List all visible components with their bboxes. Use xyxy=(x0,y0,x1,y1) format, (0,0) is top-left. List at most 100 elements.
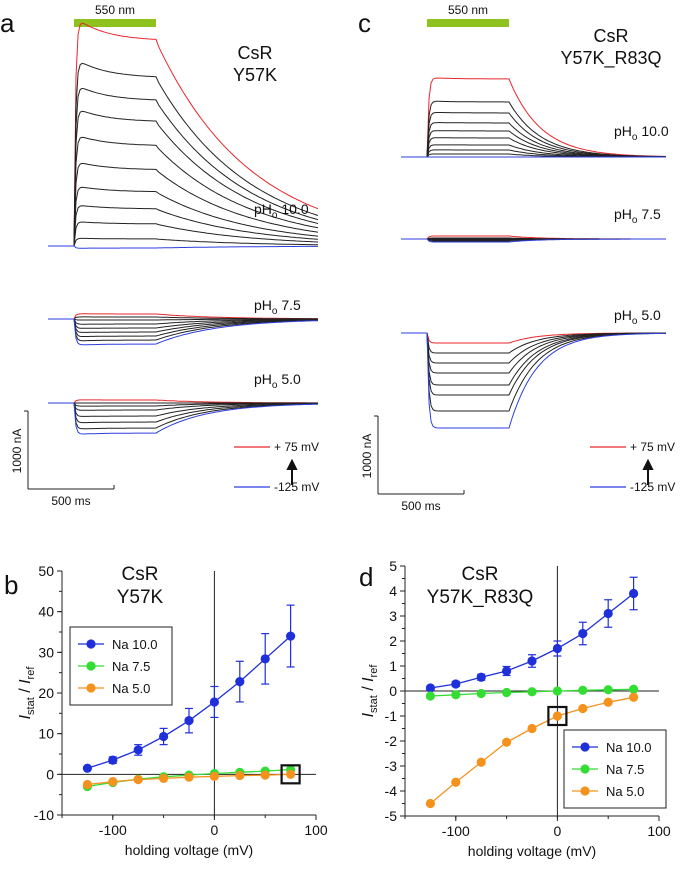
legend-label: Na 10.0 xyxy=(606,740,652,755)
data-point xyxy=(476,688,486,699)
construct-label: Y57K xyxy=(233,65,277,85)
family-2-trace xyxy=(48,402,319,424)
family-2-trace xyxy=(401,332,666,396)
panel-letter: b xyxy=(4,570,18,600)
chart-title: Y57K xyxy=(117,587,164,608)
y-tick-label: 10 xyxy=(38,726,54,742)
data-point xyxy=(578,685,588,695)
legend-label: Na 5.0 xyxy=(606,784,644,799)
data-point xyxy=(629,684,639,694)
family-1-trace xyxy=(48,318,319,346)
family-1-trace xyxy=(48,318,319,337)
data-point xyxy=(552,643,563,654)
chart-d: d -5 -4 -3 -2 -1 0 1 2 3 4 5 -100 0 100 holding voltage… xyxy=(359,558,671,859)
x-axis-label: holding voltage (mV) xyxy=(125,842,253,858)
y-tick-label: 0 xyxy=(389,683,397,699)
family-2-trace xyxy=(48,402,318,411)
family-0-trace xyxy=(48,62,319,247)
ph-label: pHo 7.5 xyxy=(614,206,661,226)
legend-marker xyxy=(86,639,96,649)
reference-marker xyxy=(547,705,568,727)
data-point xyxy=(502,666,512,676)
data-point xyxy=(286,631,296,641)
family-1-trace xyxy=(48,318,319,342)
data-point xyxy=(502,687,512,698)
x-tick-label: 0 xyxy=(554,823,562,839)
data-point xyxy=(629,692,639,702)
stimulus-label: 550 nm xyxy=(95,3,135,17)
data-point xyxy=(451,679,461,689)
data-point xyxy=(425,798,435,809)
construct-label: CsR xyxy=(238,43,273,63)
data-point xyxy=(603,685,613,695)
construct-label: Y57K_R83Q xyxy=(560,48,661,69)
data-point xyxy=(82,779,92,790)
y-tick-label: 2 xyxy=(389,633,397,649)
y-tick-label: -10 xyxy=(34,807,54,823)
data-point xyxy=(235,677,245,687)
y-tick-label: 50 xyxy=(38,563,54,579)
y-tick-label: 20 xyxy=(38,685,54,701)
legend-marker xyxy=(86,661,96,671)
family-0-trace xyxy=(48,186,319,247)
y-tick-label: 5 xyxy=(389,558,397,574)
family-1-trace xyxy=(48,318,318,329)
y-tick-label: -1 xyxy=(385,708,398,724)
family-0-trace xyxy=(48,205,319,247)
data-point xyxy=(476,757,486,767)
data-point xyxy=(108,777,118,787)
family-0-trace xyxy=(401,77,666,158)
family-2-trace xyxy=(48,402,318,435)
family-2-trace xyxy=(401,332,667,429)
light-stimulus-bar xyxy=(427,19,509,27)
data-point xyxy=(133,745,143,755)
panel-letter: a xyxy=(0,8,15,38)
light-stimulus-bar xyxy=(74,19,156,27)
data-point xyxy=(159,731,169,742)
family-0-trace xyxy=(48,87,319,247)
data-point xyxy=(603,697,613,707)
data-point xyxy=(603,608,613,619)
panel-letter: d xyxy=(359,562,373,592)
x-tick-label: -100 xyxy=(442,823,470,839)
data-point xyxy=(286,769,296,779)
family-1-trace xyxy=(48,318,318,321)
y-tick-label: 3 xyxy=(389,608,397,624)
reference-marker xyxy=(280,764,301,785)
family-1-trace xyxy=(48,318,318,333)
x-tick-label: 0 xyxy=(211,822,219,838)
x-tick-label: 100 xyxy=(647,823,671,839)
family-0-trace xyxy=(48,237,318,247)
time-scale-label: 500 ms xyxy=(401,499,440,513)
series xyxy=(425,684,639,701)
y-tick-label: -3 xyxy=(385,758,398,774)
series xyxy=(82,604,296,773)
data-point xyxy=(184,716,194,726)
data-point xyxy=(133,775,143,785)
legend-marker xyxy=(580,764,590,774)
legend-label: -125 mV xyxy=(630,480,675,494)
arrow-up-icon xyxy=(286,458,298,485)
chart-title: CsR xyxy=(122,564,159,585)
family-1-trace xyxy=(401,238,666,243)
family-0-trace xyxy=(48,221,319,247)
series xyxy=(82,769,296,790)
data-point xyxy=(629,588,639,599)
data-point xyxy=(578,703,588,714)
data-point xyxy=(578,628,588,639)
arrow-up-icon xyxy=(642,458,654,485)
legend-marker xyxy=(580,742,590,752)
family-2-trace xyxy=(48,402,318,417)
legend-label: + 75 mV xyxy=(630,440,675,454)
legend-label: Na 5.0 xyxy=(112,681,150,696)
legend-marker xyxy=(86,683,96,693)
ph-label: pHo 7.5 xyxy=(254,297,301,317)
y-tick-label: 4 xyxy=(389,583,397,599)
data-point xyxy=(451,777,461,787)
data-point xyxy=(425,683,435,693)
family-0-trace xyxy=(48,245,318,249)
data-point xyxy=(476,672,486,682)
y-axis-label: Istat / Iref xyxy=(17,666,37,720)
series xyxy=(425,576,639,693)
